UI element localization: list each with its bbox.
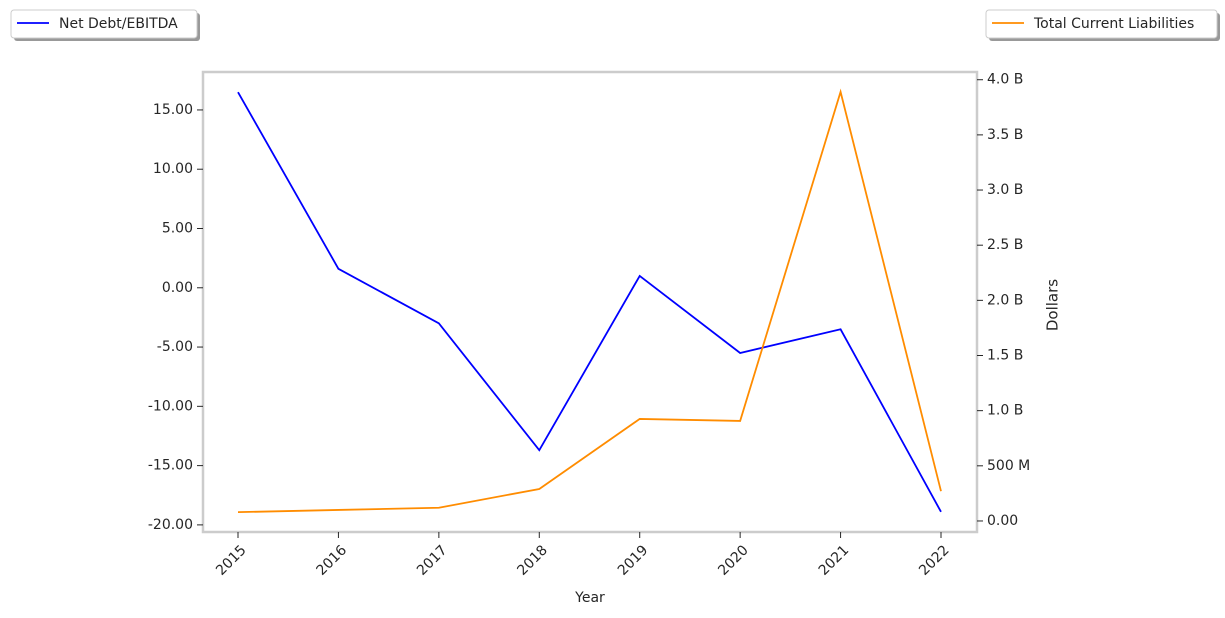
y2-axis-label: Dollars xyxy=(1044,279,1062,331)
y2-tick-label: 0.00 xyxy=(987,513,1018,529)
legend-box xyxy=(10,9,198,39)
x-tick-label: 2021 xyxy=(816,542,853,579)
legend-label: Net Debt/EBITDA xyxy=(59,16,178,32)
x-tick-label: 2019 xyxy=(615,542,652,579)
legend: Net Debt/EBITDA xyxy=(10,9,200,41)
x-tick-label: 2020 xyxy=(715,542,752,579)
x-axis-label: Year xyxy=(574,590,605,606)
y2-tick-label: 2.5 B xyxy=(987,237,1023,253)
y2-tick-label: 4.0 B xyxy=(987,72,1023,88)
x-tick-label: 2022 xyxy=(916,542,953,579)
legend-box xyxy=(985,9,1218,39)
legend-label: Total Current Liabilities xyxy=(1033,16,1194,32)
x-tick-label: 2016 xyxy=(314,542,351,579)
x-tick-label: 2017 xyxy=(414,542,451,579)
y2-tick-label: 2.0 B xyxy=(987,292,1023,308)
x-tick-label: 2018 xyxy=(514,542,551,579)
y2-tick-label: 1.5 B xyxy=(987,348,1023,364)
y-tick-label: -20.00 xyxy=(148,517,193,533)
plot-frame xyxy=(201,70,979,534)
legend: Total Current Liabilities xyxy=(985,9,1220,41)
y-tick-label: -15.00 xyxy=(148,458,193,474)
x-tick-label: 2015 xyxy=(213,542,250,579)
y-tick-label: 0.00 xyxy=(162,280,193,296)
series-line xyxy=(237,91,942,513)
y-tick-label: 5.00 xyxy=(162,220,193,236)
y2-tick-label: 3.0 B xyxy=(987,182,1023,198)
y-tick-label: -5.00 xyxy=(157,339,193,355)
y2-tick-label: 1.0 B xyxy=(987,403,1023,419)
series-line xyxy=(237,88,942,514)
y-tick-label: 15.00 xyxy=(153,102,193,118)
y-tick-label: 10.00 xyxy=(153,161,193,177)
y2-tick-label: 500 M xyxy=(987,458,1030,474)
y2-tick-label: 3.5 B xyxy=(987,127,1023,143)
y-tick-label: -10.00 xyxy=(148,398,193,414)
